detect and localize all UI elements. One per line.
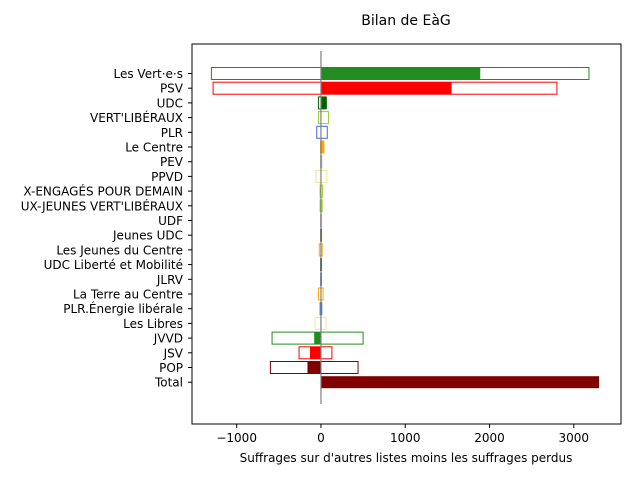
y-tick-label: JVVD <box>153 332 183 346</box>
bars-layer <box>210 51 600 404</box>
y-tick-label: Jeunes UDC <box>112 229 183 243</box>
filled-bar <box>320 141 324 153</box>
y-tick-label: X-ENGAGÉS POUR DEMAIN <box>23 184 183 199</box>
y-tick-label: Le Centre <box>125 141 183 155</box>
filled-bar <box>314 332 321 345</box>
plot-frame <box>191 43 622 425</box>
filled-bar <box>320 67 481 80</box>
filled-bar <box>309 346 321 359</box>
y-tick-label: JLRV <box>156 273 184 287</box>
y-tick-label: UX-JEUNES VERT'LIBÉRAUX <box>21 198 183 213</box>
x-tick-label: 2000 <box>474 431 505 445</box>
chart-title: Bilan de EàG <box>361 13 451 29</box>
y-tick-label: PPVD <box>151 170 183 184</box>
y-tick-label: UDC <box>157 96 183 110</box>
x-tick-label: 0 <box>317 431 325 445</box>
filled-bar <box>320 96 327 109</box>
x-tick-label: −1000 <box>216 431 257 445</box>
outline-bar <box>316 125 328 139</box>
x-tick-label: 3000 <box>559 431 590 445</box>
y-tick-label: Les Jeunes du Centre <box>56 243 183 257</box>
outline-bar <box>317 111 330 125</box>
x-tick-label: 1000 <box>390 431 421 445</box>
y-tick-label: La Terre au Centre <box>73 288 183 302</box>
y-tick-label: JSV <box>163 346 184 360</box>
y-tick-label: PLR <box>161 126 183 140</box>
filled-bar <box>320 82 452 95</box>
y-tick-label: UDC Liberté et Mobilité <box>44 258 183 272</box>
y-tick-label: PEV <box>160 155 184 169</box>
filled-bar <box>307 361 321 374</box>
y-tick-label: VERT'LIBÉRAUX <box>90 110 183 125</box>
y-tick-label: Les Vert·e·s <box>114 67 184 81</box>
y-tick-label: Total <box>154 376 183 390</box>
y-tick-label: UDF <box>158 214 183 228</box>
y-tick-label: PLR.Énergie libérale <box>63 301 183 316</box>
y-tick-label: Les Libres <box>123 317 183 331</box>
x-ticks: −1000 0 1000 2000 3000 <box>216 424 589 445</box>
y-tick-label: POP <box>159 361 183 375</box>
filled-bar <box>320 376 600 389</box>
y-tick-label: PSV <box>160 82 184 96</box>
x-axis-label: Suffrages sur d'autres listes moins les … <box>240 451 573 465</box>
